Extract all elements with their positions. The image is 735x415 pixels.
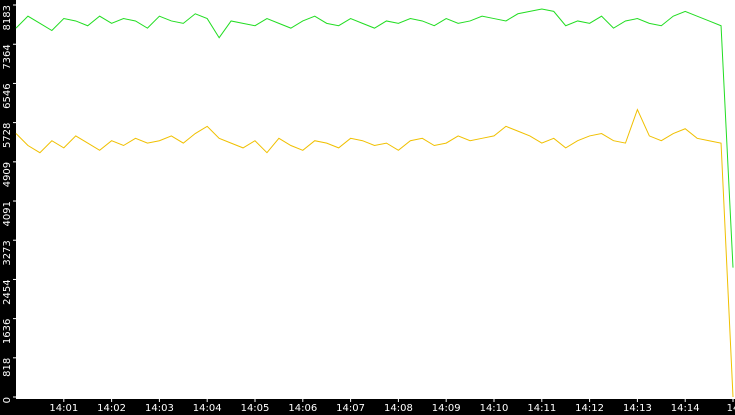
x-tick-label: 14:05	[241, 403, 270, 414]
y-tick-label: 1636	[2, 319, 13, 344]
x-tick-label: 14:09	[432, 403, 461, 414]
x-tick-label: 14:02	[97, 403, 126, 414]
y-tick-label: 8183	[2, 5, 13, 30]
y-axis-strip	[0, 0, 16, 415]
y-tick-label: 4909	[2, 162, 13, 187]
x-tick-label: 14:10	[480, 403, 509, 414]
x-tick-label: 14:01	[49, 403, 78, 414]
x-tick-label: 14:07	[336, 403, 365, 414]
x-tick-label: 14:13	[623, 403, 652, 414]
y-tick-label: 0	[2, 397, 13, 403]
x-tick-label: 14:03	[145, 403, 174, 414]
x-tick-label: 14:11	[527, 403, 556, 414]
y-tick-label: 7364	[2, 44, 13, 69]
series-line	[15, 8, 734, 268]
series-line	[15, 108, 734, 398]
y-tick-label: 818	[2, 358, 13, 377]
x-tick-label: 14:14	[671, 403, 700, 414]
y-tick-label: 3273	[2, 240, 13, 265]
x-tick-label: 14:06	[288, 403, 317, 414]
x-tick-label: 14:04	[193, 403, 222, 414]
y-tick-label: 2454	[2, 279, 13, 304]
x-axis-strip	[0, 399, 735, 415]
y-tick-label: 4091	[2, 201, 13, 226]
x-tick-label: 14:12	[575, 403, 604, 414]
x-tick-label: 14	[727, 403, 735, 414]
y-tick-label: 6546	[2, 83, 13, 108]
y-tick-label: 5728	[2, 123, 13, 148]
x-tick-label: 14:08	[384, 403, 413, 414]
